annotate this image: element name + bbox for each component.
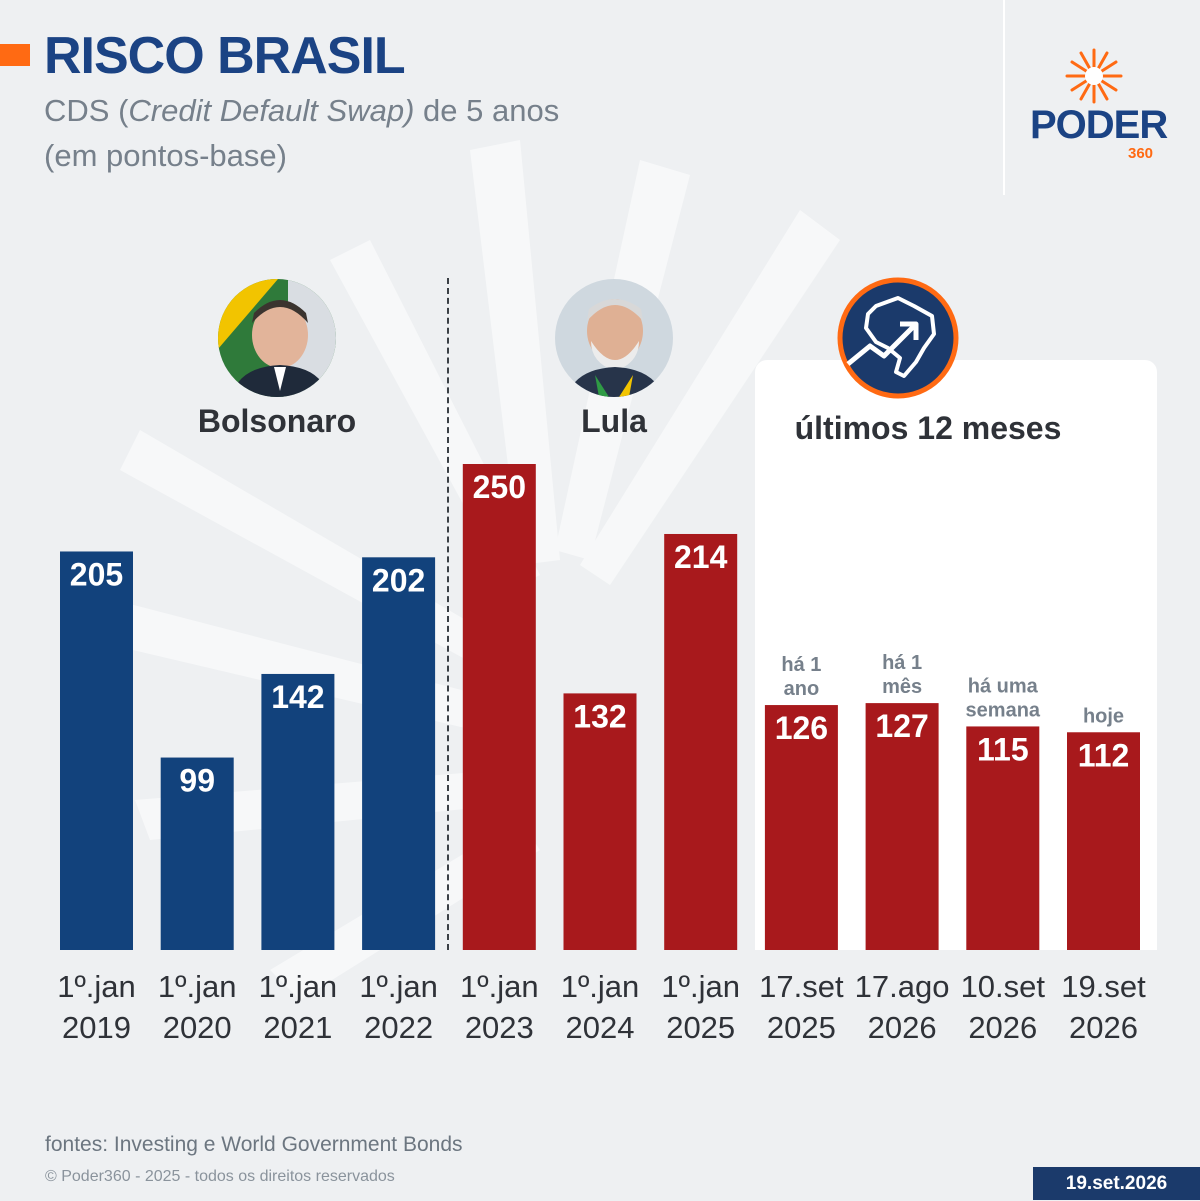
copyright-note: © Poder360 - 2025 - todos os direitos re… <box>45 1168 395 1185</box>
category-label-7-0: 17.set <box>759 969 844 1004</box>
sun-burst-icon <box>1065 48 1123 104</box>
value-label-5: 132 <box>573 698 626 734</box>
value-label-4: 250 <box>473 469 526 505</box>
category-label-0-0: 1º.jan <box>57 969 136 1004</box>
category-label-2-0: 1º.jan <box>259 969 338 1004</box>
subtitle-post: de 5 anos <box>414 93 560 128</box>
annotation-8-1: mês <box>882 676 922 698</box>
bar-4 <box>462 464 536 950</box>
bolsonaro-label: Bolsonaro <box>197 403 357 439</box>
category-label-8-0: 17.ago <box>855 969 950 1004</box>
category-label-7-1: 2025 <box>767 1010 836 1045</box>
value-label-8: 127 <box>875 708 928 744</box>
bar-0 <box>60 551 133 950</box>
category-label-9-0: 10.set <box>961 969 1046 1004</box>
category-label-1-1: 2020 <box>163 1010 232 1045</box>
last-12-months-label: últimos 12 meses <box>794 410 1062 446</box>
annotation-7-0: há 1 <box>781 654 821 676</box>
category-label-4-1: 2023 <box>465 1010 534 1045</box>
category-label-9-1: 2026 <box>968 1010 1037 1045</box>
value-label-9: 115 <box>977 731 1029 767</box>
category-label-6-0: 1º.jan <box>661 969 740 1004</box>
category-label-0-1: 2019 <box>62 1010 131 1045</box>
category-label-5-1: 2024 <box>566 1010 635 1045</box>
lula-label: Lula <box>581 403 647 439</box>
category-label-6-1: 2025 <box>666 1010 735 1045</box>
header-divider <box>1003 0 1005 195</box>
annotation-9-1: semana <box>966 699 1041 721</box>
poder360-logo: PODER 360 <box>1026 48 1168 168</box>
logo-number: 360 <box>1128 145 1154 162</box>
bar-8 <box>865 703 939 950</box>
brazil-map-icon <box>837 277 959 399</box>
annotation-8-0: há 1 <box>882 652 922 674</box>
annotation-9-0: há uma <box>968 675 1039 697</box>
date-badge: 19.set.2026 <box>1033 1167 1200 1200</box>
category-label-4-0: 1º.jan <box>460 969 539 1004</box>
annotation-7-1: ano <box>784 678 820 700</box>
bar-6 <box>664 533 738 950</box>
source-note: fontes: Investing e World Government Bon… <box>45 1133 463 1156</box>
page-title: RISCO BRASIL <box>44 27 406 85</box>
bar-5 <box>563 693 637 950</box>
value-label-2: 142 <box>271 679 324 715</box>
subtitle-pre: CDS ( <box>44 93 129 128</box>
value-label-3: 202 <box>372 562 425 598</box>
annotation-10-0: hoje <box>1083 705 1124 727</box>
category-label-3-1: 2022 <box>364 1010 433 1045</box>
value-label-7: 126 <box>775 710 828 746</box>
category-label-10-1: 2026 <box>1069 1010 1138 1045</box>
category-label-10-0: 19.set <box>1061 969 1146 1004</box>
value-label-1: 99 <box>179 763 215 799</box>
bar-3 <box>362 557 436 950</box>
category-label-3-0: 1º.jan <box>359 969 438 1004</box>
value-label-10: 112 <box>1078 737 1130 773</box>
value-label-6: 214 <box>674 539 728 575</box>
bar-2 <box>261 673 335 950</box>
category-label-2-1: 2021 <box>263 1010 332 1045</box>
bar-7 <box>764 705 838 950</box>
category-label-1-0: 1º.jan <box>158 969 237 1004</box>
category-label-5-0: 1º.jan <box>561 969 640 1004</box>
title-accent-bar <box>0 44 30 66</box>
subtitle-italic: Credit Default Swap) <box>128 93 415 128</box>
page-subtitle: CDS (Credit Default Swap) de 5 anos (em … <box>44 88 559 178</box>
bar-10 <box>1067 732 1140 950</box>
bar-1 <box>160 757 234 950</box>
category-label-8-1: 2026 <box>868 1010 937 1045</box>
value-label-0: 205 <box>70 556 123 592</box>
bar-9 <box>966 726 1040 950</box>
logo-wordmark: PODER <box>1030 103 1168 147</box>
subtitle-line-2: (em pontos-base) <box>44 138 287 173</box>
lula-avatar <box>555 279 673 397</box>
government-separator <box>447 278 449 950</box>
